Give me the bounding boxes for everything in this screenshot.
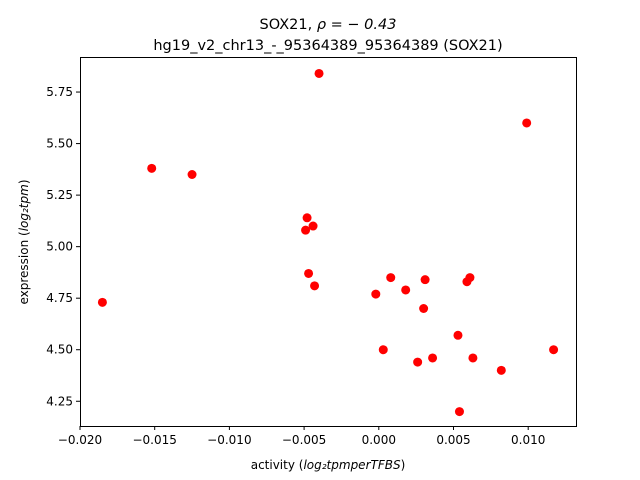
data-point <box>401 285 411 295</box>
x-tick-label: 0.005 <box>436 433 470 447</box>
data-point <box>468 353 478 363</box>
y-tick-label: 4.25 <box>46 394 73 408</box>
x-tick-label: −0.015 <box>132 433 176 447</box>
chart-title-line2: hg19_v2_chr13_-_95364389_95364389 (SOX21… <box>153 38 502 54</box>
y-tick-label: 5.00 <box>46 240 73 254</box>
x-tick-label: −0.005 <box>282 433 326 447</box>
data-point <box>187 170 197 180</box>
y-tick-label: 4.75 <box>46 291 73 305</box>
data-point <box>522 118 532 128</box>
data-point <box>371 289 381 299</box>
y-tick-label: 4.50 <box>46 343 73 357</box>
data-point <box>97 297 107 307</box>
data-point <box>453 330 463 340</box>
data-point <box>310 281 320 291</box>
x-tick-label: −0.020 <box>58 433 102 447</box>
data-point <box>304 268 314 278</box>
data-point <box>378 345 388 355</box>
data-point <box>302 213 312 223</box>
data-point <box>420 275 430 285</box>
data-point <box>314 68 324 78</box>
x-tick-label: 0.000 <box>362 433 396 447</box>
plot-frame <box>80 57 577 427</box>
data-point <box>428 353 438 363</box>
chart-title-line1: SOX21, ρ = − 0.43 <box>260 17 397 33</box>
data-point <box>308 221 318 231</box>
data-point <box>462 277 472 287</box>
x-tick-label: 0.010 <box>511 433 545 447</box>
y-axis-label: expression (log₂tpm) <box>17 179 31 304</box>
data-point <box>386 273 396 283</box>
data-points <box>97 68 559 417</box>
data-point <box>147 163 157 173</box>
y-tick-label: 5.50 <box>46 137 73 151</box>
data-point <box>413 357 423 367</box>
y-tick-label: 5.25 <box>46 188 73 202</box>
x-axis-label: activity (log₂tpmperTFBS) <box>251 458 406 472</box>
data-point <box>549 345 559 355</box>
data-point <box>454 407 464 417</box>
axis-ticks: −0.020 −0.015 −0.010 −0.005 0.000 0.005 0.010 4… <box>46 85 545 447</box>
y-tick-label: 5.75 <box>46 85 73 99</box>
data-point <box>496 365 506 375</box>
x-tick-label: −0.010 <box>207 433 251 447</box>
data-point <box>301 225 311 235</box>
data-point <box>419 303 429 313</box>
